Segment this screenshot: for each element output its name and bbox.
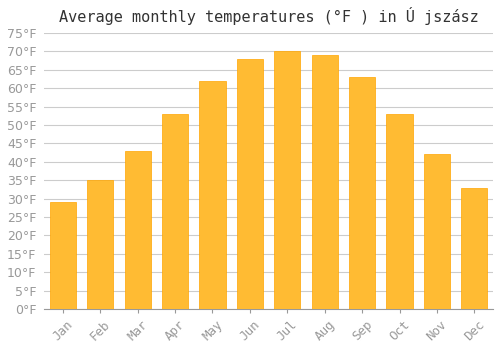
Bar: [274, 51, 300, 309]
Bar: [312, 55, 338, 309]
Bar: [386, 114, 412, 309]
Bar: [237, 59, 263, 309]
Bar: [349, 77, 375, 309]
Bar: [87, 180, 114, 309]
Bar: [162, 114, 188, 309]
Bar: [124, 151, 150, 309]
Bar: [50, 202, 76, 309]
Bar: [200, 81, 226, 309]
Bar: [424, 154, 450, 309]
Bar: [462, 188, 487, 309]
Title: Average monthly temperatures (°F ) in Ú jszász: Average monthly temperatures (°F ) in Ú …: [58, 7, 478, 25]
